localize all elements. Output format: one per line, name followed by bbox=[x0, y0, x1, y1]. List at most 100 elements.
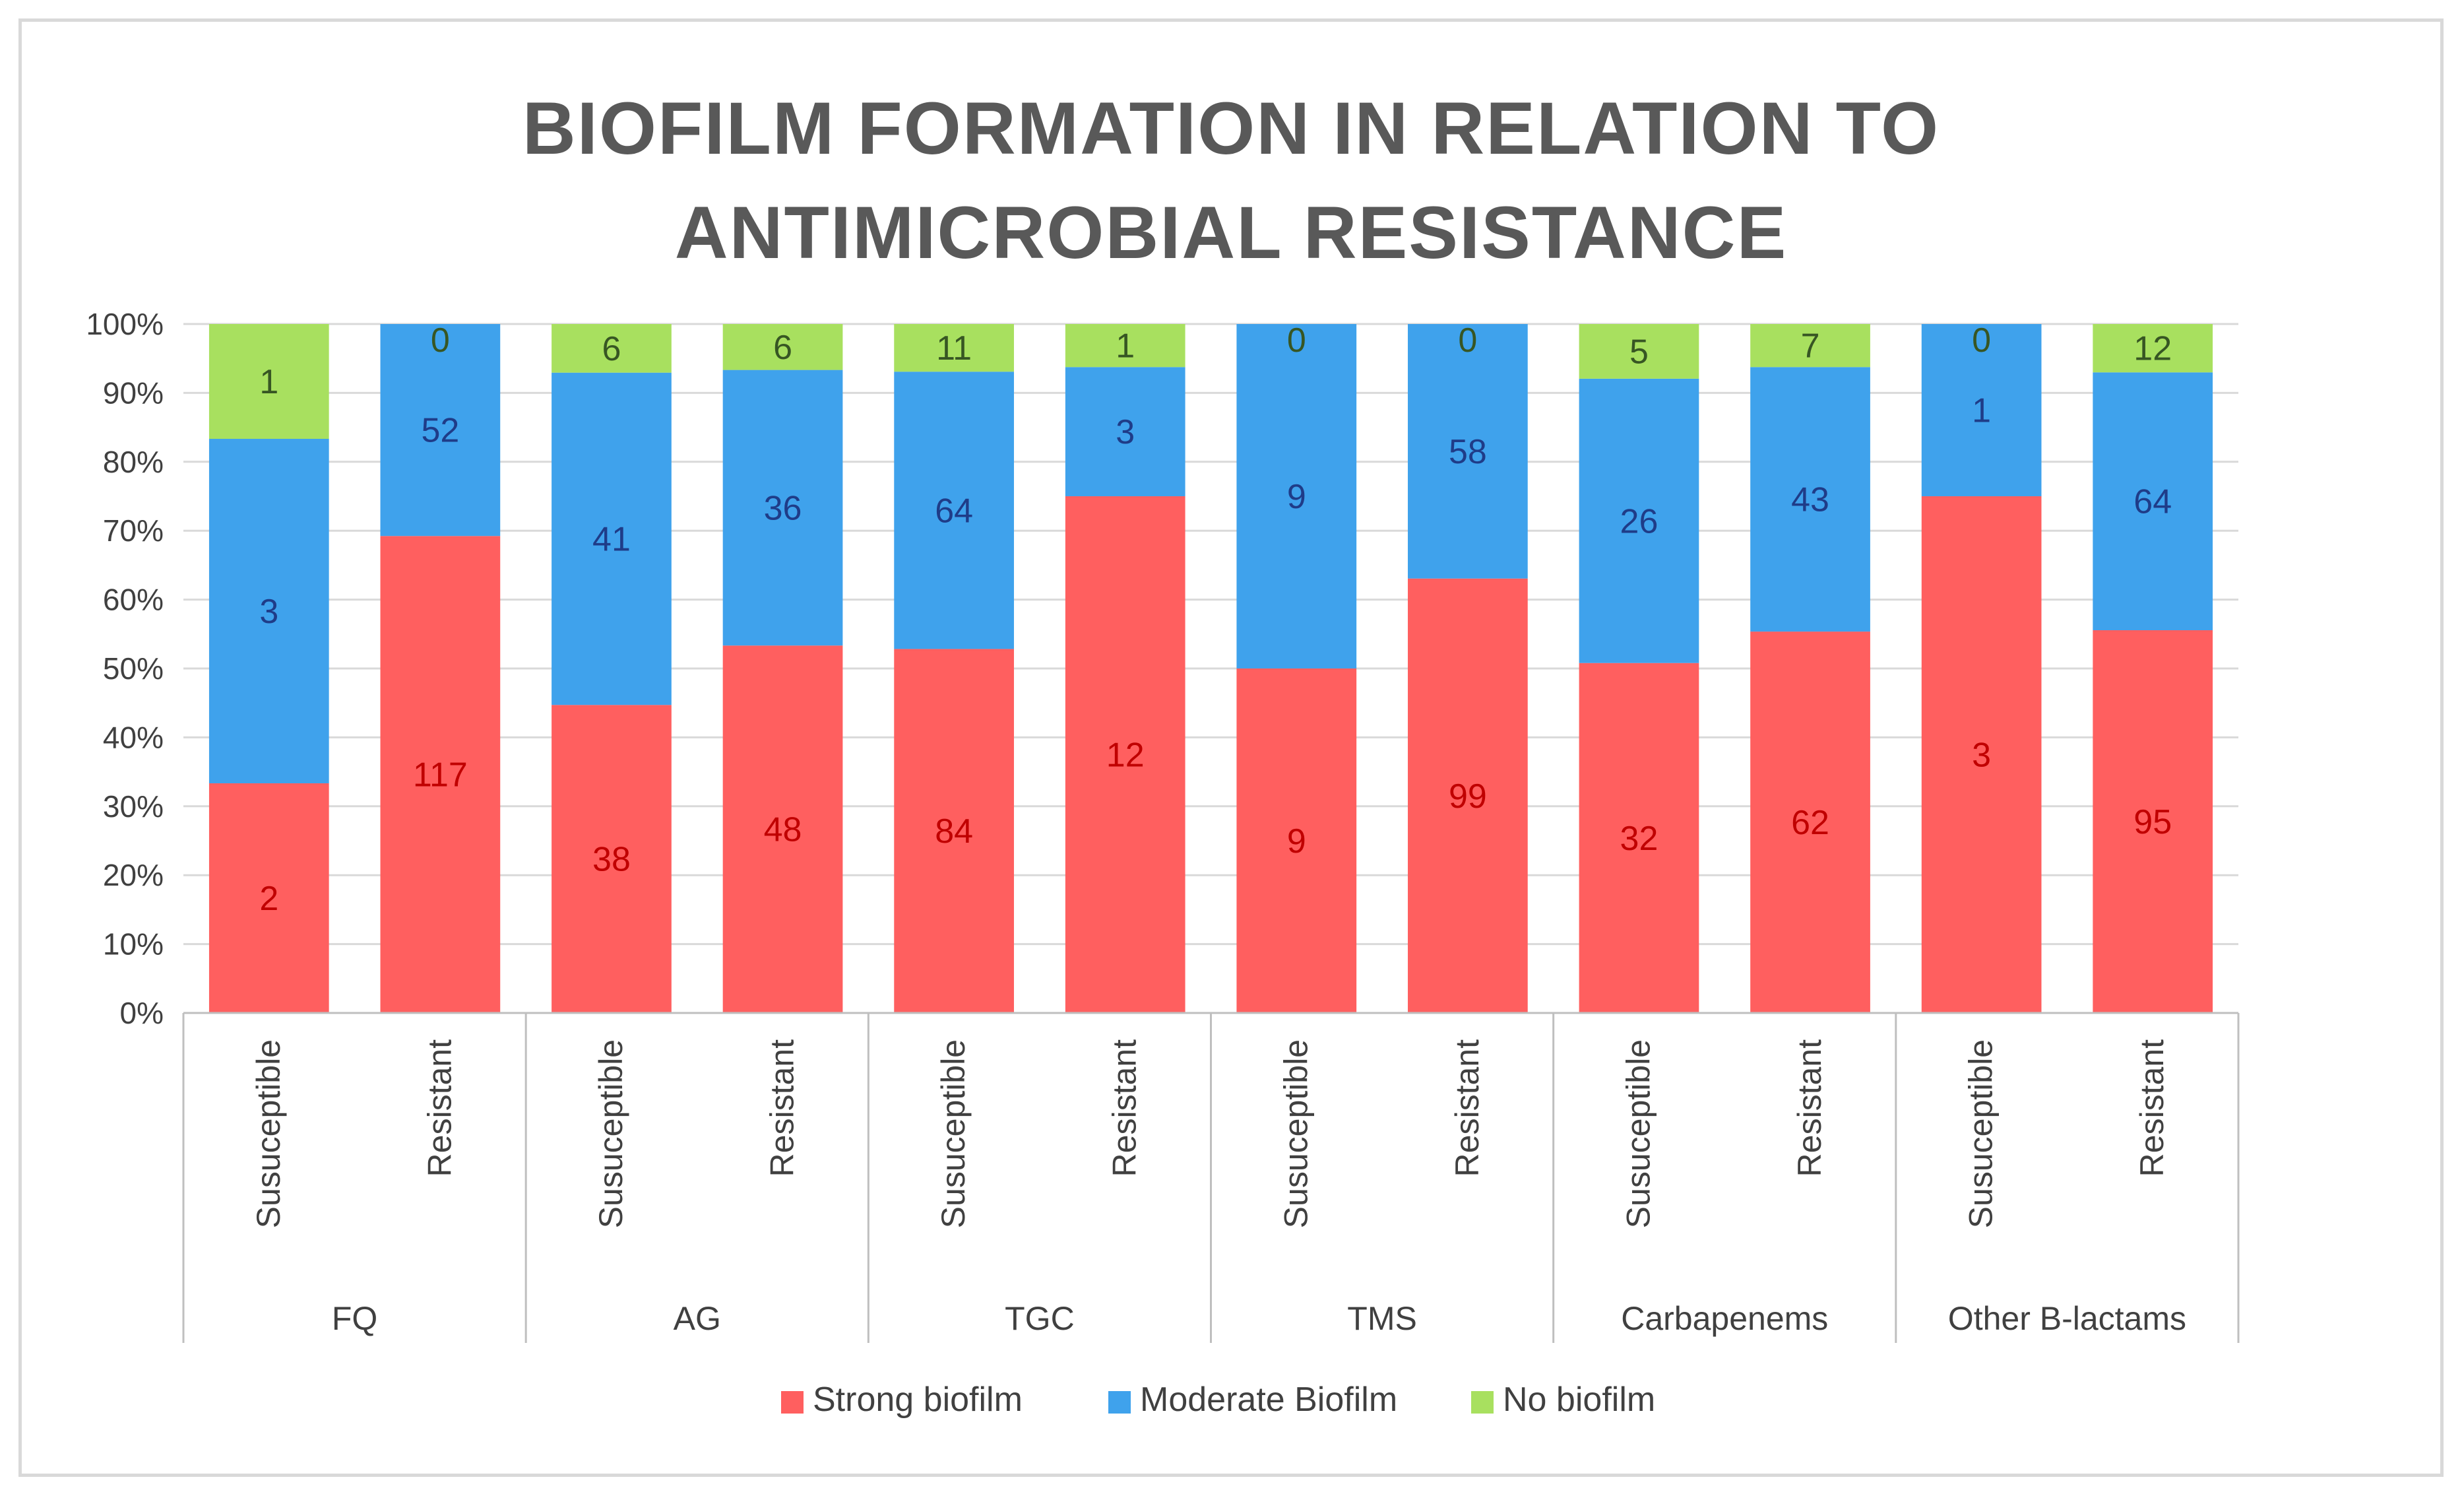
data-label: 32 bbox=[1620, 820, 1658, 858]
chart-title-line-1: BIOFILM FORMATION IN RELATION TO bbox=[522, 87, 1940, 170]
data-label: 0 bbox=[1972, 321, 1991, 360]
bar-segment-no-biofilm bbox=[2093, 324, 2213, 373]
data-label: 5 bbox=[1629, 333, 1649, 371]
bar-segment-strong-biofilm bbox=[208, 783, 329, 1013]
y-tick-label: 70% bbox=[103, 513, 164, 548]
x-category-label: Susuceptible bbox=[592, 1039, 629, 1228]
x-category-label: Resistant bbox=[2133, 1039, 2170, 1177]
data-label: 6 bbox=[773, 329, 792, 367]
legend-label: No biofilm bbox=[1503, 1381, 1655, 1419]
y-tick-label: 60% bbox=[103, 583, 164, 617]
y-tick-label: 50% bbox=[103, 651, 164, 686]
bar-segment-moderate-biofilm bbox=[552, 372, 672, 705]
y-tick-label: 30% bbox=[103, 789, 164, 824]
data-label: 6 bbox=[602, 330, 621, 368]
data-label: 0 bbox=[1458, 321, 1477, 360]
data-label: 9 bbox=[1287, 822, 1306, 861]
x-group-label: TGC bbox=[1005, 1300, 1075, 1337]
bar-segment-moderate-biofilm bbox=[208, 439, 329, 783]
bar-segment-moderate-biofilm bbox=[1236, 324, 1357, 668]
x-category-label: Resistant bbox=[1106, 1039, 1143, 1177]
data-label: 2 bbox=[259, 880, 278, 918]
data-label: 12 bbox=[1106, 736, 1145, 775]
bar-segment-moderate-biofilm bbox=[1921, 324, 2042, 496]
bar-segment-no-biofilm bbox=[1065, 324, 1185, 368]
data-label: 0 bbox=[1287, 321, 1306, 360]
bar-segment-no-biofilm bbox=[1750, 324, 1870, 368]
data-label: 12 bbox=[2133, 330, 2172, 368]
data-label: 95 bbox=[2133, 803, 2172, 841]
bar-segment-no-biofilm bbox=[1579, 324, 1699, 379]
bar-segment-moderate-biofilm bbox=[1408, 324, 1528, 579]
bar-segment-moderate-biofilm bbox=[1579, 378, 1699, 663]
bar-segment-moderate-biofilm bbox=[722, 370, 843, 646]
data-label: 11 bbox=[936, 329, 972, 368]
y-tick-label: 100% bbox=[86, 307, 164, 341]
bar-segment-strong-biofilm bbox=[894, 649, 1014, 1013]
data-label: 58 bbox=[1449, 433, 1487, 471]
data-label: 3 bbox=[1972, 736, 1991, 775]
bar-segment-strong-biofilm bbox=[1921, 496, 2042, 1013]
data-label: 48 bbox=[764, 811, 802, 849]
data-label: 64 bbox=[935, 492, 973, 530]
bar-segment-strong-biofilm bbox=[2093, 630, 2213, 1013]
data-label: 117 bbox=[413, 756, 468, 795]
bar-segment-no-biofilm bbox=[894, 324, 1014, 372]
x-category-label: Resistant bbox=[764, 1039, 801, 1177]
bar-segment-moderate-biofilm bbox=[1750, 367, 1870, 632]
legend-swatch bbox=[1108, 1391, 1131, 1414]
data-label: 84 bbox=[935, 812, 973, 851]
x-group-label: AG bbox=[674, 1300, 721, 1337]
y-tick-label: 80% bbox=[103, 445, 164, 479]
x-category-label: Resistant bbox=[1449, 1039, 1486, 1177]
data-label: 1 bbox=[1972, 392, 1991, 430]
x-category-label: Resistant bbox=[421, 1039, 458, 1177]
data-label: 41 bbox=[592, 520, 631, 558]
data-label: 52 bbox=[421, 412, 459, 450]
x-group-label: Carbapenems bbox=[1621, 1300, 1828, 1337]
chart-frame: BIOFILM FORMATION IN RELATION TO ANTIMIC… bbox=[18, 18, 2444, 1477]
x-category-label: Susuceptible bbox=[1963, 1039, 2000, 1228]
x-category-label: Susuceptible bbox=[935, 1039, 972, 1228]
x-category-label: Susuceptible bbox=[1277, 1039, 1314, 1228]
data-label: 99 bbox=[1449, 777, 1487, 816]
data-label: 3 bbox=[259, 593, 278, 631]
axes: 0% 10% 20% 30% 40% 50% 60% 70% 80% 90% 100% Susucep… bbox=[86, 307, 2240, 1343]
legend-swatch bbox=[1471, 1391, 1494, 1414]
y-tick-label: 90% bbox=[103, 375, 164, 410]
bar-segment-strong-biofilm bbox=[552, 705, 672, 1013]
y-tick-label: 40% bbox=[103, 720, 164, 754]
bar-segment-strong-biofilm bbox=[380, 536, 501, 1013]
bar-segment-no-biofilm bbox=[722, 324, 843, 370]
bar-segment-no-biofilm bbox=[208, 324, 329, 439]
chart-title-line-2: ANTIMICROBIAL RESISTANCE bbox=[675, 191, 1788, 274]
data-label: 7 bbox=[1801, 327, 1820, 366]
x-category-label: Resistant bbox=[1791, 1039, 1828, 1177]
bar-segment-moderate-biofilm bbox=[2093, 372, 2213, 630]
bar-segment-strong-biofilm bbox=[1579, 663, 1699, 1013]
data-label: 0 bbox=[431, 321, 450, 360]
data-label: 26 bbox=[1620, 502, 1658, 540]
bars: 2311175203841648366846411123199099580322… bbox=[208, 321, 2213, 1013]
gridlines bbox=[183, 323, 2238, 1014]
legend-label: Moderate Biofilm bbox=[1140, 1381, 1397, 1419]
bar-segment-strong-biofilm bbox=[1750, 632, 1870, 1013]
data-label: 9 bbox=[1287, 478, 1306, 516]
bar-segment-no-biofilm bbox=[552, 324, 672, 373]
bar-segment-strong-biofilm bbox=[1236, 668, 1357, 1013]
bar-segment-moderate-biofilm bbox=[894, 372, 1014, 649]
bar-segment-moderate-biofilm bbox=[1065, 367, 1185, 496]
y-tick-label: 10% bbox=[103, 927, 164, 961]
data-label: 1 bbox=[259, 363, 278, 401]
data-label: 1 bbox=[1116, 327, 1135, 366]
data-label: 64 bbox=[2133, 483, 2172, 521]
y-tick-label: 0% bbox=[120, 996, 164, 1030]
bar-segment-strong-biofilm bbox=[1408, 578, 1528, 1013]
bar-segment-strong-biofilm bbox=[722, 645, 843, 1013]
x-category-label: Susuceptible bbox=[1620, 1039, 1657, 1228]
legend-swatch bbox=[781, 1391, 804, 1414]
x-group-label: Other B-lactams bbox=[1948, 1300, 2186, 1337]
data-label: 36 bbox=[764, 489, 802, 527]
y-tick-label: 20% bbox=[103, 858, 164, 892]
data-label: 3 bbox=[1116, 413, 1135, 451]
